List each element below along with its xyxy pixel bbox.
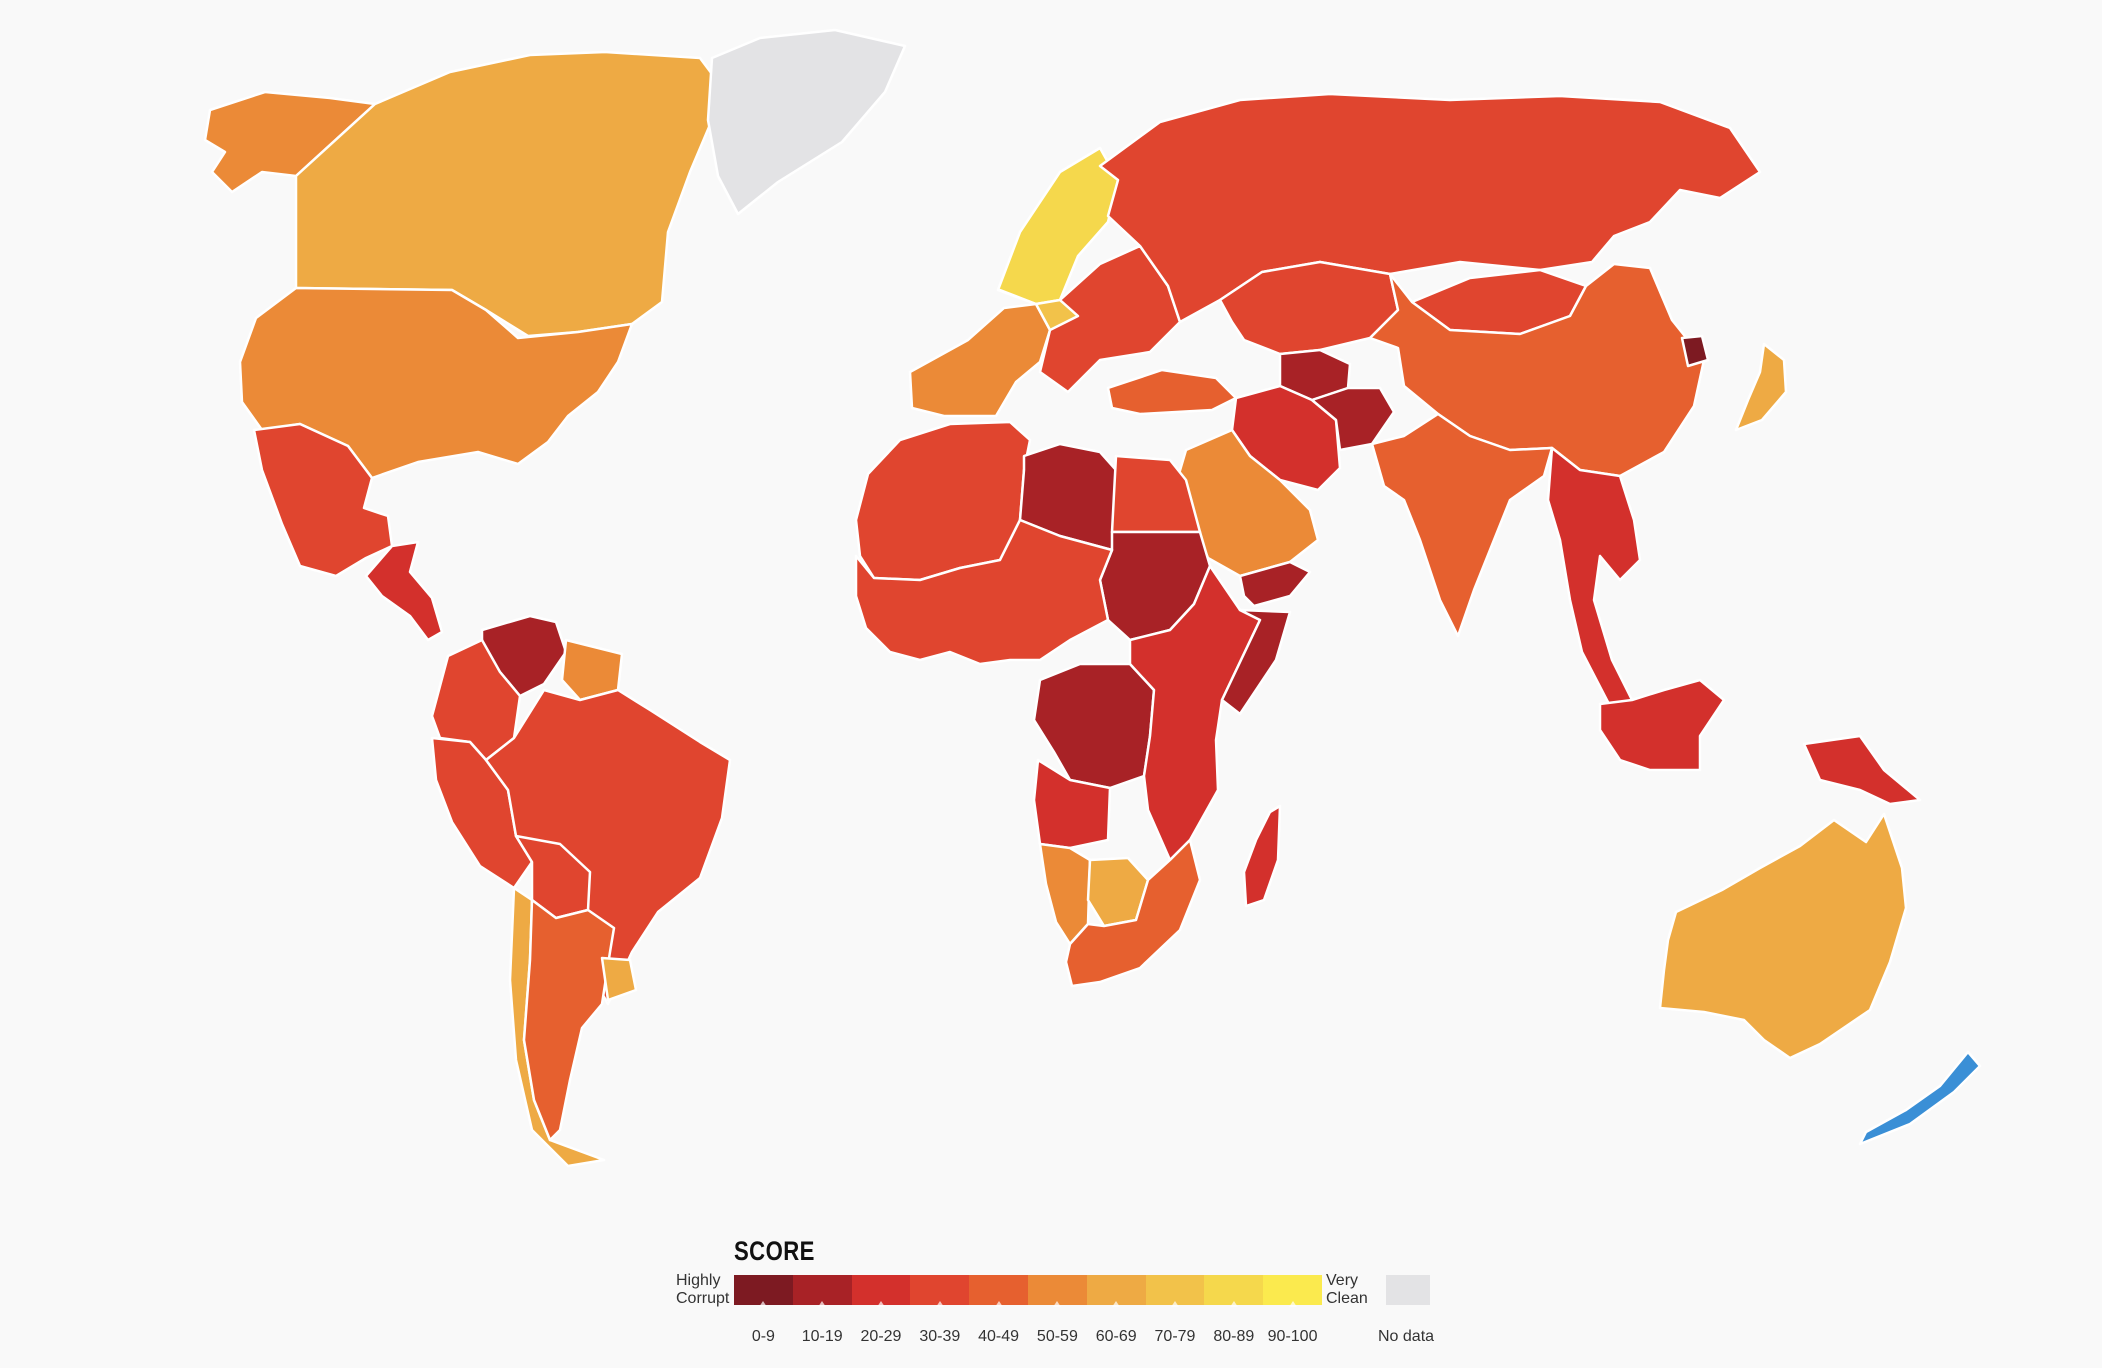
world-map bbox=[203, 28, 1982, 1168]
region-southeast-asia[interactable] bbox=[1546, 446, 1642, 708]
legend-bin-label-4: 40-49 bbox=[978, 1328, 1020, 1345]
region-egypt[interactable] bbox=[1110, 454, 1202, 534]
legend-bin-labels: 0-9 10-19 20-29 30-39 40-49 50-59 60-69 70-79 80… bbox=[734, 1328, 1322, 1346]
legend-swatch-6 bbox=[1086, 1275, 1146, 1307]
legend-bin-label-5: 50-59 bbox=[1036, 1328, 1078, 1345]
legend-swatch-0 bbox=[734, 1275, 793, 1307]
region-madagascar[interactable] bbox=[1242, 804, 1282, 908]
legend-tick-4 bbox=[994, 1301, 1003, 1307]
legend-title: SCORE bbox=[734, 1236, 815, 1266]
region-southern-africa[interactable] bbox=[1064, 838, 1202, 988]
legend-bin-label-9: 90-100 bbox=[1267, 1328, 1318, 1345]
legend-swatch-2 bbox=[851, 1275, 911, 1307]
legend-bin-label-0: 0-9 bbox=[751, 1328, 775, 1345]
legend-tick-6 bbox=[1112, 1301, 1121, 1307]
legend-bin-label-2: 20-29 bbox=[860, 1328, 902, 1345]
legend-tick-2 bbox=[876, 1301, 885, 1307]
region-north-korea[interactable] bbox=[1680, 334, 1710, 368]
legend-tick-1 bbox=[818, 1301, 827, 1307]
region-east-africa[interactable] bbox=[1128, 564, 1262, 862]
region-japan[interactable] bbox=[1734, 342, 1788, 432]
legend-left-line2: Corrupt bbox=[676, 1290, 730, 1307]
world-map-svg bbox=[203, 28, 1982, 1168]
region-new-zealand[interactable] bbox=[1858, 1050, 1982, 1146]
region-papua-new-guinea[interactable] bbox=[1802, 734, 1922, 806]
legend-color-scale bbox=[734, 1275, 1322, 1307]
region-angola[interactable] bbox=[1032, 758, 1112, 850]
region-eastern-europe[interactable] bbox=[1038, 244, 1182, 394]
legend-swatch-1 bbox=[792, 1275, 852, 1307]
legend-tick-7 bbox=[1170, 1301, 1179, 1307]
legend-swatch-3 bbox=[910, 1275, 970, 1307]
region-turkey[interactable] bbox=[1106, 368, 1238, 416]
region-central-america[interactable] bbox=[364, 540, 444, 642]
legend-bin-label-8: 80-89 bbox=[1213, 1328, 1255, 1345]
region-greenland[interactable] bbox=[706, 28, 907, 216]
legend-right-line1: Very bbox=[1326, 1272, 1359, 1289]
region-argentina[interactable] bbox=[522, 898, 616, 1142]
score-legend: SCORE Highly Corrupt Very Clean 0-9 10-19… bbox=[670, 1236, 1434, 1356]
legend-right-line2: Clean bbox=[1326, 1290, 1368, 1307]
legend-bin-label-3: 30-39 bbox=[919, 1328, 961, 1345]
legend-tick-5 bbox=[1053, 1301, 1062, 1307]
legend-no-data-swatch bbox=[1386, 1275, 1430, 1305]
legend-no-data-label: No data bbox=[1378, 1328, 1435, 1345]
legend-swatch-7 bbox=[1145, 1275, 1205, 1307]
legend-tick-3 bbox=[935, 1301, 944, 1307]
region-yemen[interactable] bbox=[1238, 560, 1312, 608]
legend-bin-label-7: 70-79 bbox=[1154, 1328, 1196, 1345]
region-china[interactable] bbox=[1368, 262, 1706, 478]
region-alaska[interactable] bbox=[203, 90, 377, 194]
region-india[interactable] bbox=[1370, 412, 1554, 638]
region-usa[interactable] bbox=[238, 286, 634, 480]
legend-swatch-5 bbox=[1027, 1275, 1087, 1307]
region-russia[interactable] bbox=[1098, 92, 1762, 324]
legend-swatch-9 bbox=[1263, 1275, 1322, 1307]
legend-right-label: Very Clean bbox=[1326, 1272, 1368, 1308]
legend-swatch-4 bbox=[969, 1275, 1028, 1307]
region-australia[interactable] bbox=[1658, 812, 1908, 1060]
region-uruguay[interactable] bbox=[600, 956, 638, 1002]
region-western-europe[interactable] bbox=[908, 302, 1052, 418]
legend-tick-0 bbox=[759, 1301, 768, 1307]
legend-bin-label-6: 60-69 bbox=[1095, 1328, 1137, 1345]
legend-tick-8 bbox=[1229, 1301, 1238, 1307]
region-afghanistan[interactable] bbox=[1310, 386, 1396, 452]
legend-bin-label-1: 10-19 bbox=[801, 1328, 843, 1345]
region-somalia[interactable] bbox=[1220, 608, 1292, 716]
legend-left-label: Highly Corrupt bbox=[676, 1272, 729, 1308]
region-west-africa[interactable] bbox=[854, 518, 1114, 666]
legend-swatch-8 bbox=[1204, 1275, 1264, 1307]
legend-left-line1: Highly bbox=[676, 1272, 721, 1289]
legend-tick-9 bbox=[1288, 1301, 1297, 1307]
region-indonesia[interactable] bbox=[1598, 678, 1726, 772]
